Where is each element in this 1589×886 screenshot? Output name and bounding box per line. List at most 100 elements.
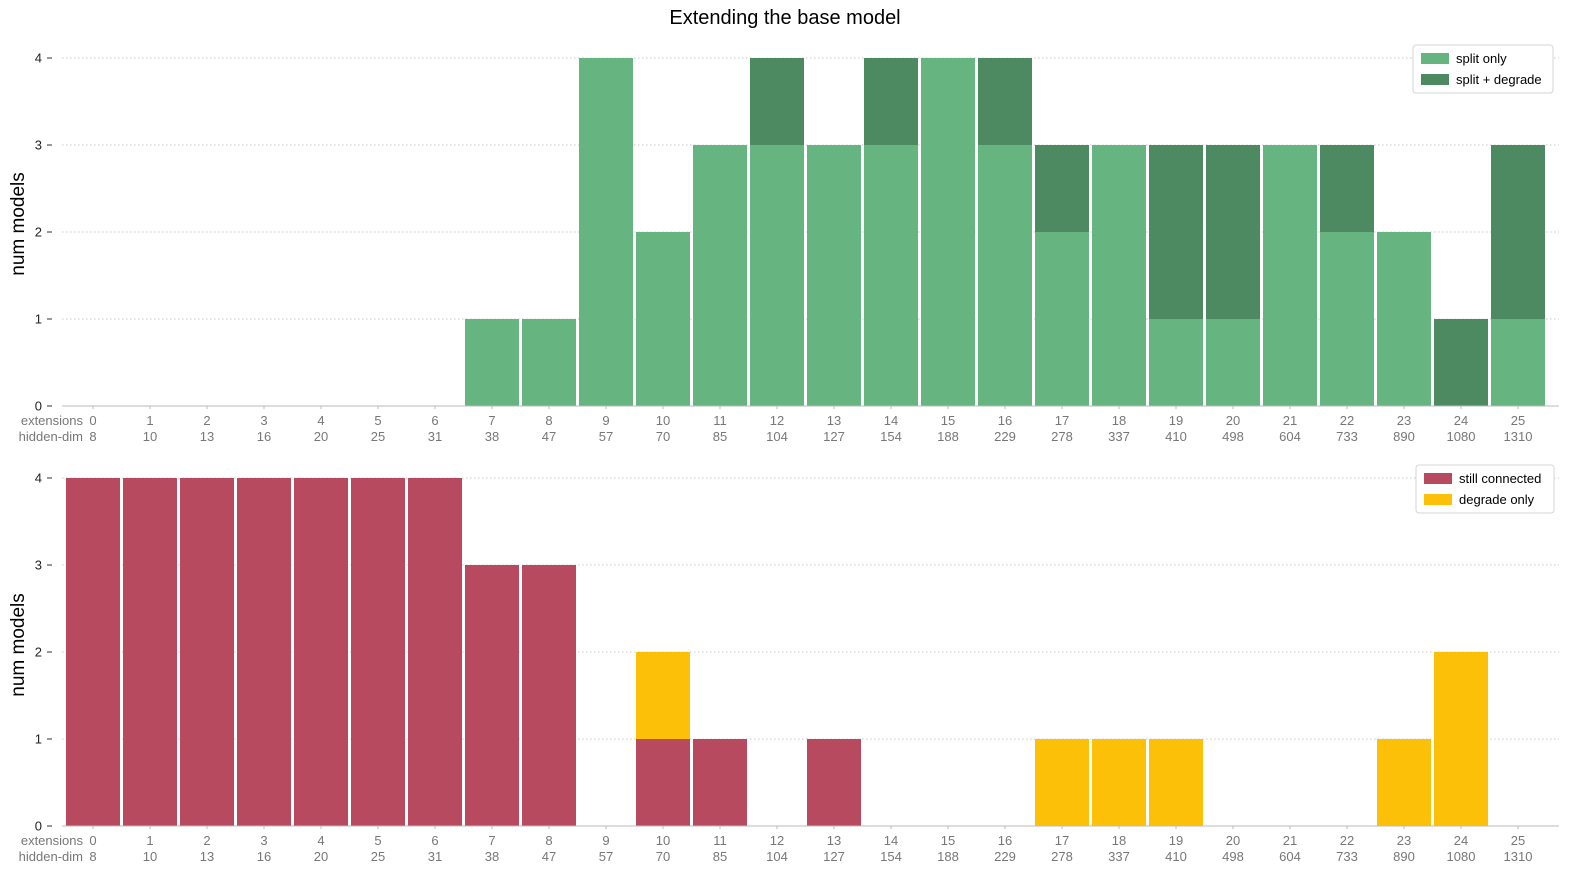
x-tick-label-hidden-dim: 16 [257,849,271,864]
x-tick-label-hidden-dim: 10 [143,429,157,444]
y-tick-label: 1 [35,312,42,327]
x-tick-label-hidden-dim: 1080 [1447,849,1476,864]
x-tick-label-extensions: 2 [203,833,210,848]
x-tick-label-extensions: 20 [1226,413,1240,428]
bar-split-only [978,145,1032,406]
x-tick-label-extensions: 16 [998,413,1012,428]
y-tick-label: 4 [35,471,42,486]
bar-still-connected [522,565,576,826]
bar-split-degrade [864,58,918,145]
bar-still-connected [408,478,462,826]
x-row-label-hidden-dim: hidden-dim [19,429,83,444]
x-tick-label-hidden-dim: 20 [314,429,328,444]
bar-degrade-only [1434,652,1488,826]
x-tick-label-hidden-dim: 337 [1108,429,1130,444]
x-tick-label-hidden-dim: 38 [485,429,499,444]
x-tick-label-hidden-dim: 16 [257,429,271,444]
x-tick-label-extensions: 24 [1454,833,1468,848]
x-tick-label-hidden-dim: 154 [880,429,902,444]
x-tick-label-hidden-dim: 1080 [1447,429,1476,444]
bar-degrade-only [1092,739,1146,826]
y-tick-label: 3 [35,138,42,153]
x-tick-label-extensions: 9 [602,413,609,428]
x-tick-label-extensions: 10 [656,413,670,428]
bar-split-only [750,145,804,406]
x-tick-label-hidden-dim: 154 [880,849,902,864]
x-tick-label-extensions: 19 [1169,833,1183,848]
x-tick-label-extensions: 1 [146,413,153,428]
bar-still-connected [693,739,747,826]
x-tick-label-extensions: 17 [1055,833,1069,848]
x-tick-label-extensions: 4 [317,833,324,848]
x-tick-label-hidden-dim: 890 [1393,429,1415,444]
x-tick-label-hidden-dim: 20 [314,849,328,864]
x-tick-label-hidden-dim: 8 [89,849,96,864]
x-tick-label-hidden-dim: 13 [200,849,214,864]
x-tick-label-extensions: 15 [941,413,955,428]
x-tick-label-extensions: 17 [1055,413,1069,428]
x-tick-label-extensions: 24 [1454,413,1468,428]
x-tick-label-hidden-dim: 498 [1222,429,1244,444]
bar-split-only [693,145,747,406]
bar-still-connected [294,478,348,826]
x-tick-label-hidden-dim: 104 [766,429,788,444]
legend-label: still connected [1459,471,1541,486]
bar-split-only [579,58,633,406]
x-tick-label-hidden-dim: 10 [143,849,157,864]
x-tick-label-extensions: 25 [1511,833,1525,848]
y-tick-label: 1 [35,732,42,747]
x-tick-label-hidden-dim: 85 [713,429,727,444]
x-tick-label-extensions: 0 [89,833,96,848]
figure-title: Extending the base model [669,7,900,29]
bar-split-degrade [1149,145,1203,319]
bar-still-connected [66,478,120,826]
x-tick-label-hidden-dim: 188 [937,429,959,444]
x-tick-label-hidden-dim: 8 [89,429,96,444]
bar-split-only [465,319,519,406]
legend-swatch [1421,53,1449,64]
x-tick-label-extensions: 11 [713,833,727,848]
x-tick-label-extensions: 1 [146,833,153,848]
bottom-panel: num models01234extensionshidden-dim08110… [8,464,1559,864]
x-tick-label-extensions: 5 [374,413,381,428]
x-tick-label-extensions: 16 [998,833,1012,848]
x-tick-label-hidden-dim: 890 [1393,849,1415,864]
x-tick-label-extensions: 18 [1112,413,1126,428]
x-tick-label-hidden-dim: 85 [713,849,727,864]
legend-swatch [1424,473,1452,484]
x-tick-label-hidden-dim: 278 [1051,429,1073,444]
bar-split-only [1491,319,1545,406]
x-tick-label-extensions: 6 [431,833,438,848]
x-tick-label-hidden-dim: 104 [766,849,788,864]
x-tick-label-extensions: 6 [431,413,438,428]
y-tick-label: 0 [35,399,42,414]
x-tick-label-extensions: 3 [260,413,267,428]
x-tick-label-hidden-dim: 1310 [1504,429,1533,444]
x-tick-label-extensions: 3 [260,833,267,848]
top-panel: num models01234extensionshidden-dim08110… [8,44,1559,444]
bar-split-only [921,58,975,406]
bar-split-only [1206,319,1260,406]
y-axis-label: num models [8,593,29,697]
bar-split-degrade [1491,145,1545,319]
x-tick-label-hidden-dim: 604 [1279,849,1301,864]
x-tick-label-hidden-dim: 229 [994,849,1016,864]
y-tick-label: 2 [35,225,42,240]
x-tick-label-hidden-dim: 410 [1165,429,1187,444]
bar-split-only [1035,232,1089,406]
legend-swatch [1424,494,1452,505]
bar-still-connected [807,739,861,826]
bar-still-connected [351,478,405,826]
x-tick-label-hidden-dim: 604 [1279,429,1301,444]
x-tick-label-extensions: 9 [602,833,609,848]
x-tick-label-extensions: 10 [656,833,670,848]
x-tick-label-hidden-dim: 13 [200,429,214,444]
x-tick-label-extensions: 21 [1283,413,1297,428]
bar-still-connected [636,739,690,826]
bar-split-degrade [1035,145,1089,232]
bar-split-degrade [1206,145,1260,319]
x-tick-label-extensions: 5 [374,833,381,848]
y-tick-label: 3 [35,558,42,573]
x-tick-label-extensions: 8 [545,833,552,848]
x-tick-label-hidden-dim: 25 [371,849,385,864]
